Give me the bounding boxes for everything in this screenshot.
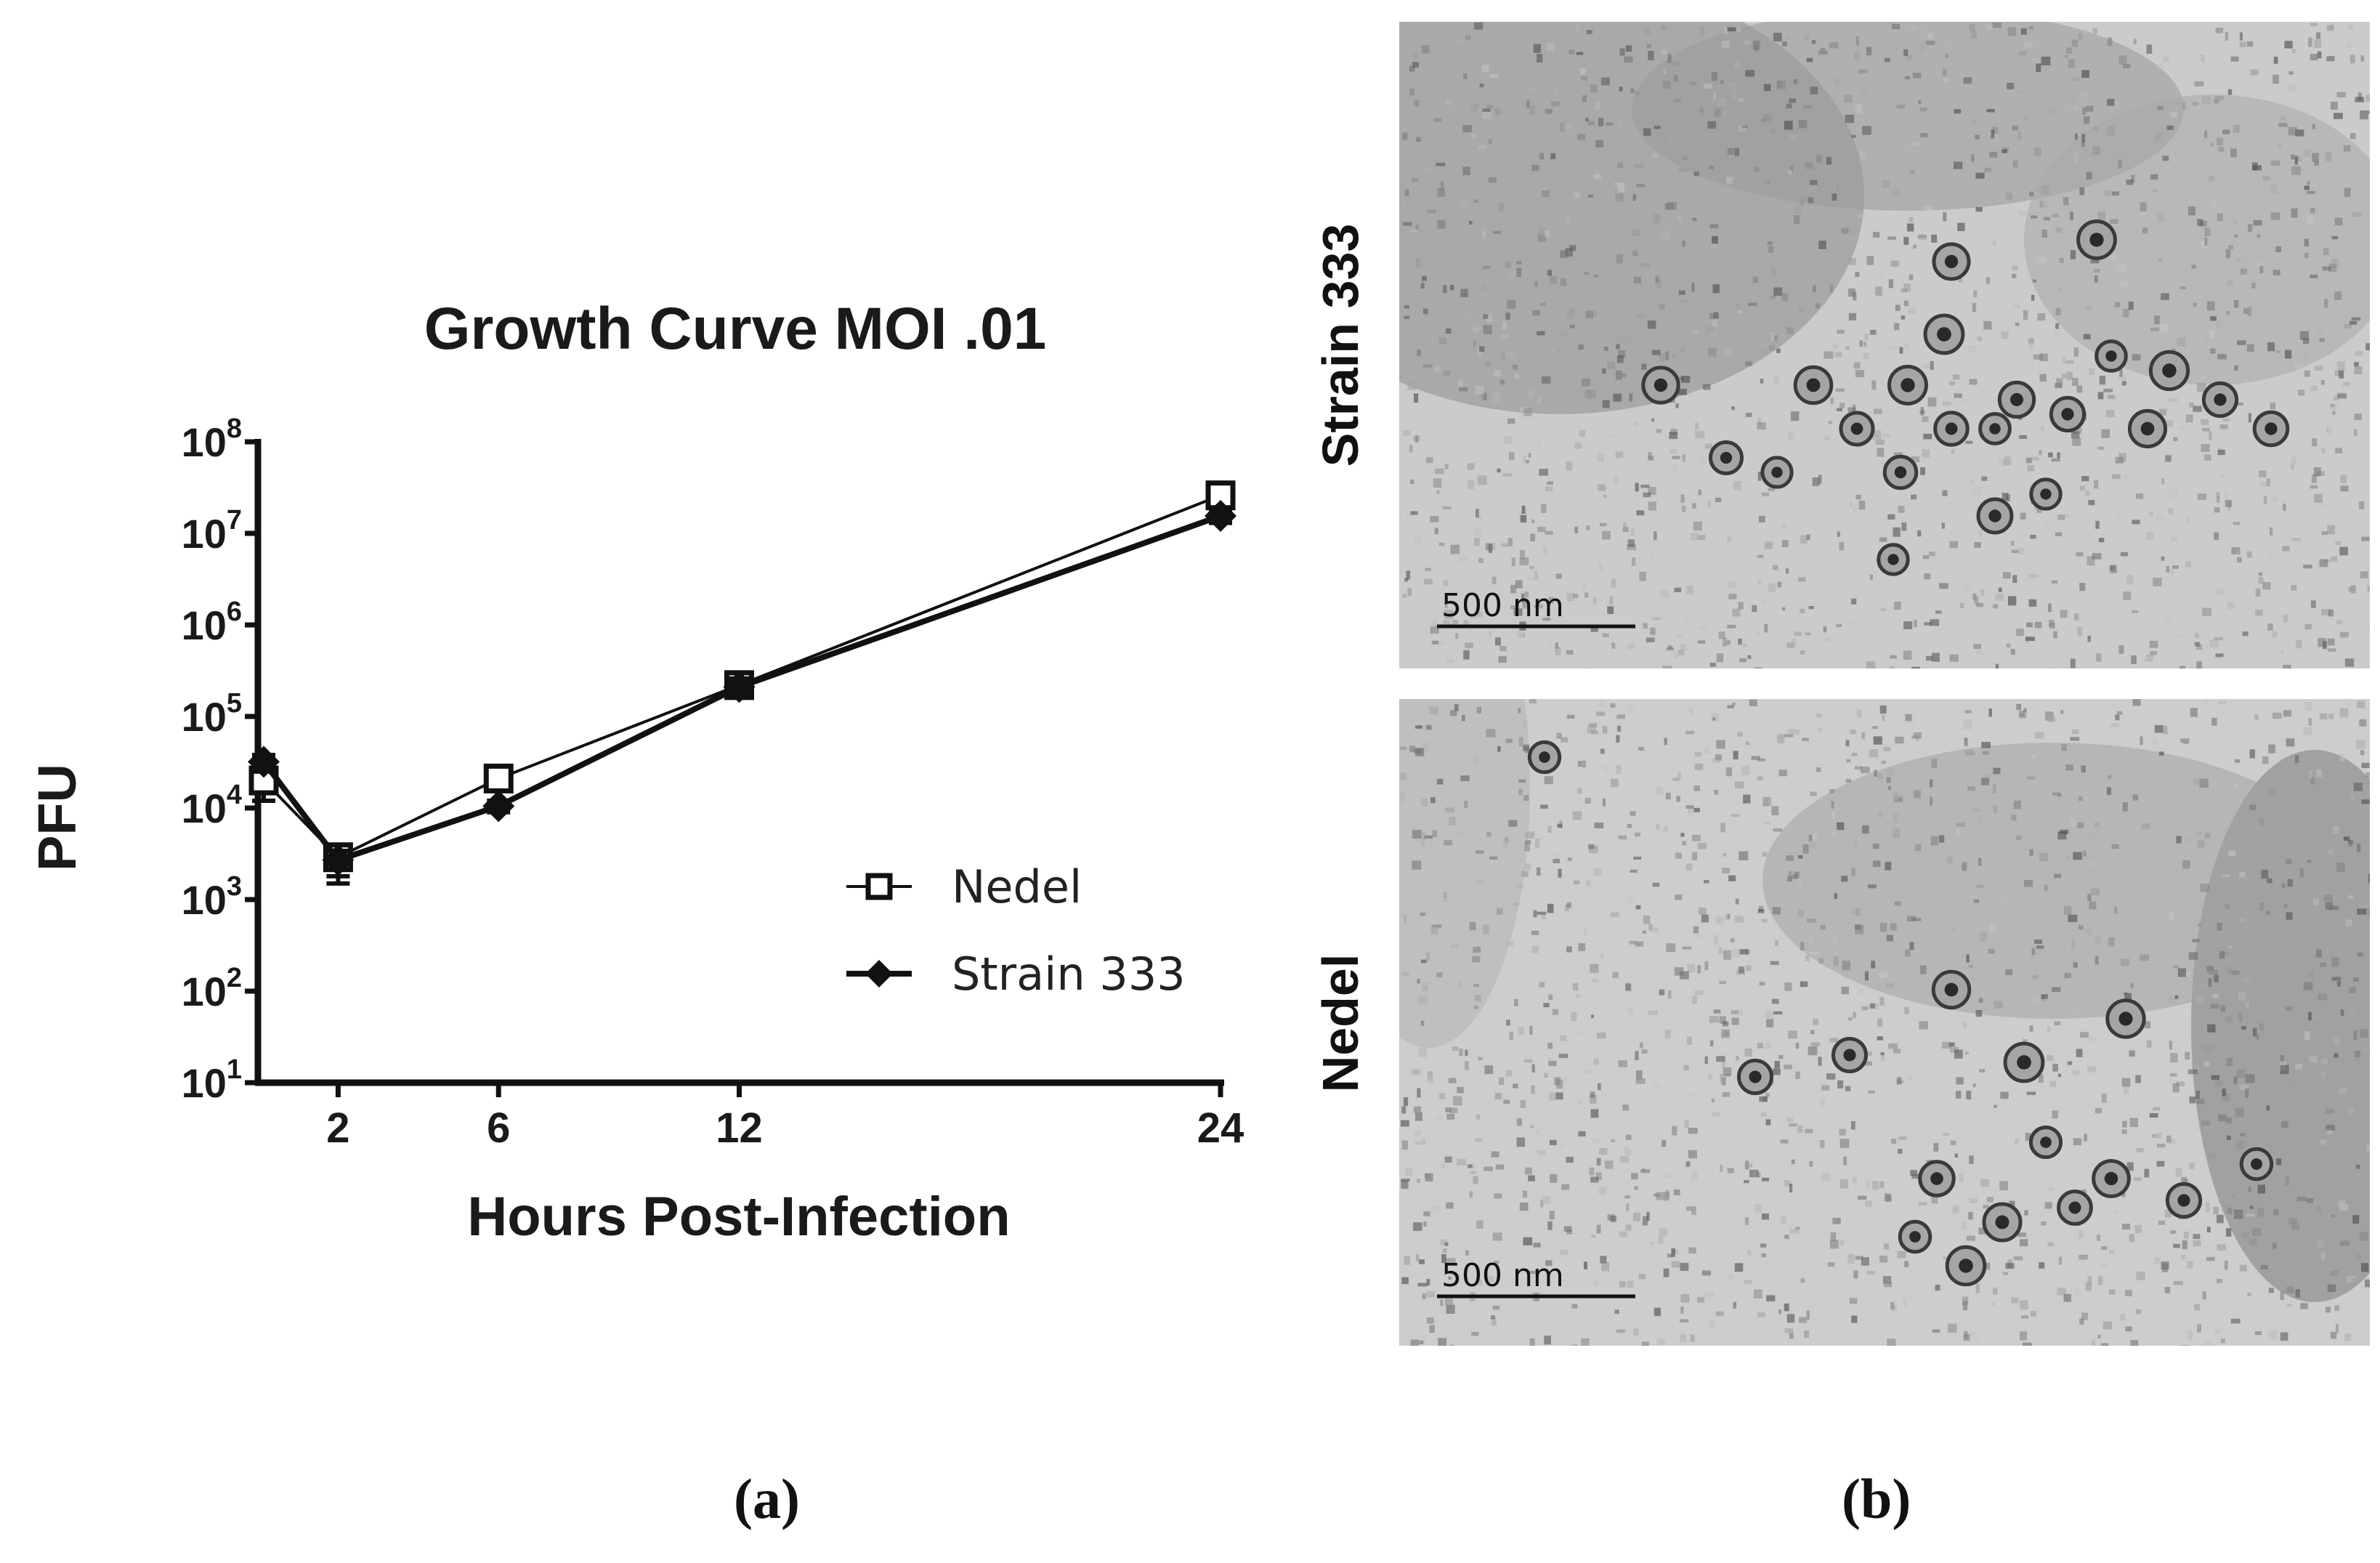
series-strain-333 [248, 500, 1236, 879]
data-point-nedel [865, 873, 893, 900]
panel-label-a: (a) [734, 1467, 800, 1530]
legend-item-strain-333: Strain 333 [846, 948, 1186, 1001]
y-tick-label: 106 [182, 597, 242, 648]
y-tick-label: 107 [182, 505, 242, 557]
micrograph-bottom-label: Nedel [1312, 953, 1369, 1093]
data-point-nedel [483, 763, 514, 793]
chart-legend: Nedel Strain 333 [846, 860, 1186, 1001]
y-axis-label: PFU [27, 764, 87, 871]
legend-label: Strain 333 [952, 948, 1186, 1001]
micrograph-nedel: 500 nm [1399, 699, 2370, 1346]
micrograph-top-label: Strain 333 [1312, 223, 1369, 467]
legend-item-nedel: Nedel [846, 860, 1082, 913]
growth-curve-chart: Growth Curve MOI .01 PFU Hours Post-Infe… [27, 296, 1244, 1248]
data-point-strain-333 [1205, 500, 1236, 533]
y-tick-label: 101 [182, 1054, 242, 1106]
micrograph-strain-333: 500 nm [1399, 22, 2370, 669]
x-tick-label: 24 [1197, 1104, 1244, 1152]
y-tick-label: 103 [182, 871, 242, 923]
y-tick-label: 105 [182, 688, 242, 740]
scale-bar-label: 500 nm [1441, 587, 1564, 624]
x-tick-label: 6 [487, 1104, 510, 1152]
data-point-strain-333 [248, 746, 280, 778]
chart-title: Growth Curve MOI .01 [424, 296, 1047, 362]
data-point-strain-333 [865, 960, 893, 988]
panel-label-b: (b) [1842, 1467, 1911, 1530]
y-axis-ticks: 101 102 103 104 105 106 107 108 [182, 413, 258, 1106]
x-axis-label: Hours Post-Infection [467, 1186, 1010, 1248]
y-tick-label: 102 [182, 963, 242, 1014]
legend-label: Nedel [952, 860, 1082, 913]
scale-bar-label: 500 nm [1441, 1257, 1564, 1294]
data-point-strain-333 [482, 790, 515, 823]
x-tick-label: 12 [716, 1104, 763, 1152]
plot-area [248, 480, 1236, 886]
x-axis-ticks: 2 6 12 24 [326, 1083, 1244, 1152]
y-tick-label: 104 [182, 780, 242, 831]
data-point-strain-333 [723, 671, 756, 703]
x-tick-label: 2 [326, 1104, 349, 1152]
y-tick-label: 108 [182, 413, 242, 465]
data-point-strain-333 [322, 844, 355, 876]
